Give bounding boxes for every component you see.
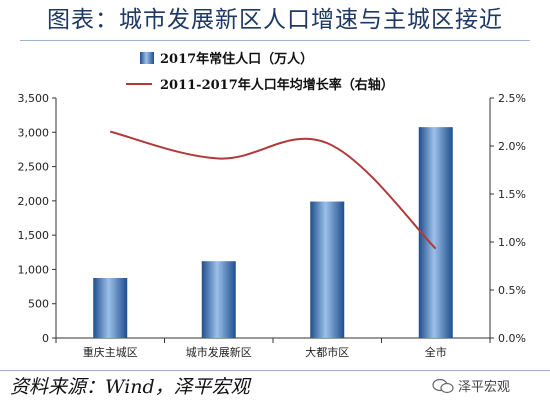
- chart-canvas: 2017年常住人口（万人） 2011-2017年人口年均增长率（右轴） 0 500…: [18, 51, 526, 359]
- right-tick-label: 2.0%: [498, 140, 526, 153]
- legend: 2017年常住人口（万人） 2011-2017年人口年均增长率（右轴）: [126, 51, 394, 93]
- category-label-metro-area: 大都市区: [305, 345, 349, 359]
- chart-title: 图表：城市发展新区人口增速与主城区接近: [47, 7, 503, 33]
- right-tick-label: 1.5%: [498, 188, 526, 201]
- left-tick-label: 3,500: [18, 92, 50, 105]
- source-note: 资料来源：Wind，泽平宏观: [10, 376, 250, 398]
- source-divider: [0, 370, 550, 371]
- growth-rate-line: [110, 130, 437, 250]
- legend-bar-label: 2017年常住人口（万人）: [160, 51, 313, 67]
- left-axis-ticks: 0 500 1,000 1,500 2,000 2,500 3,000 3,500: [18, 92, 56, 345]
- left-tick-label: 500: [28, 298, 49, 311]
- right-tick-label: 0.5%: [498, 284, 526, 297]
- right-tick-label: 0.0%: [498, 332, 526, 345]
- right-axis-ticks: 0.0% 0.5% 1.0% 1.5% 2.0% 2.5%: [490, 92, 526, 345]
- x-axis-ticks: [55, 338, 491, 343]
- bar-whole-city: [418, 127, 453, 339]
- bar-main-city: [93, 278, 128, 338]
- title-divider: [20, 40, 530, 41]
- right-tick-label: 2.5%: [498, 92, 526, 105]
- left-tick-label: 3,000: [18, 126, 50, 139]
- watermark-text: 泽平宏观: [458, 380, 511, 395]
- bar-metro-area: [310, 201, 345, 338]
- left-tick-label: 2,500: [18, 161, 50, 174]
- legend-bar-swatch: [140, 52, 154, 64]
- left-tick-label: 1,500: [18, 229, 50, 242]
- legend-line-label: 2011-2017年人口年均增长率（右轴）: [160, 77, 394, 93]
- right-tick-label: 1.0%: [498, 236, 526, 249]
- category-label-new-district: 城市发展新区: [186, 345, 252, 359]
- watermark: 泽平宏观: [432, 376, 510, 395]
- category-label-main-city: 重庆主城区: [83, 345, 138, 359]
- left-tick-label: 1,000: [18, 263, 50, 276]
- wechat-icon: [432, 378, 454, 393]
- category-label-whole-city: 全市: [425, 345, 447, 359]
- bar-new-district: [201, 261, 236, 338]
- left-tick-label: 2,000: [18, 195, 50, 208]
- left-tick-label: 0: [42, 332, 49, 345]
